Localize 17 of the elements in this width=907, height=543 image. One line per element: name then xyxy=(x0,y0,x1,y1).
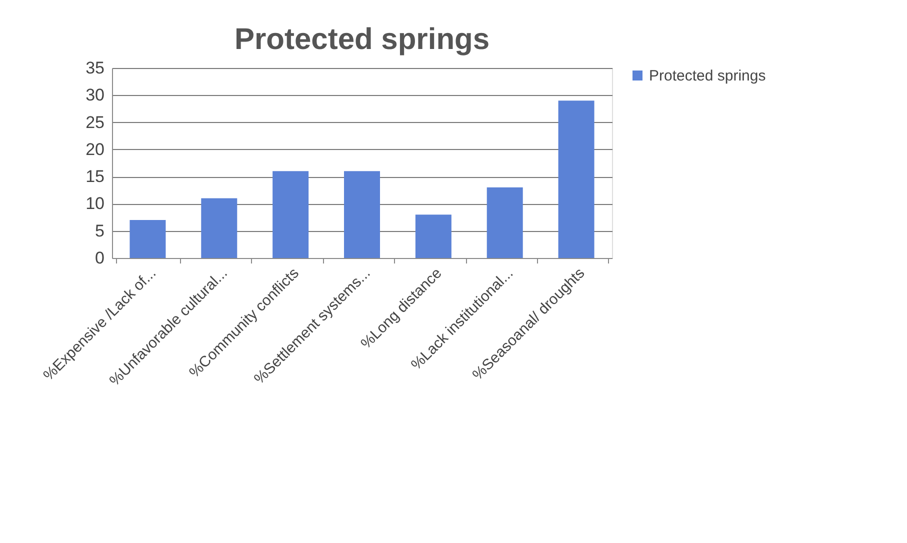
bar xyxy=(558,100,594,258)
y-tick-label: 20 xyxy=(86,140,104,159)
y-tick-label: 30 xyxy=(86,86,104,105)
bar xyxy=(344,171,380,258)
bar xyxy=(415,214,452,258)
y-tick-label: 15 xyxy=(86,167,104,186)
y-tick-label: 5 xyxy=(95,221,104,240)
bar xyxy=(486,187,523,258)
y-tick-label: 35 xyxy=(86,58,104,78)
y-tick-label: 10 xyxy=(86,194,104,214)
y-tick-label: 25 xyxy=(86,112,104,132)
bar xyxy=(201,198,238,258)
bar xyxy=(272,171,309,258)
y-tick-label: 0 xyxy=(95,248,104,268)
bar xyxy=(130,220,166,258)
legend-label: Protected springs xyxy=(649,68,766,84)
chart-title: Protected springs xyxy=(234,23,490,56)
